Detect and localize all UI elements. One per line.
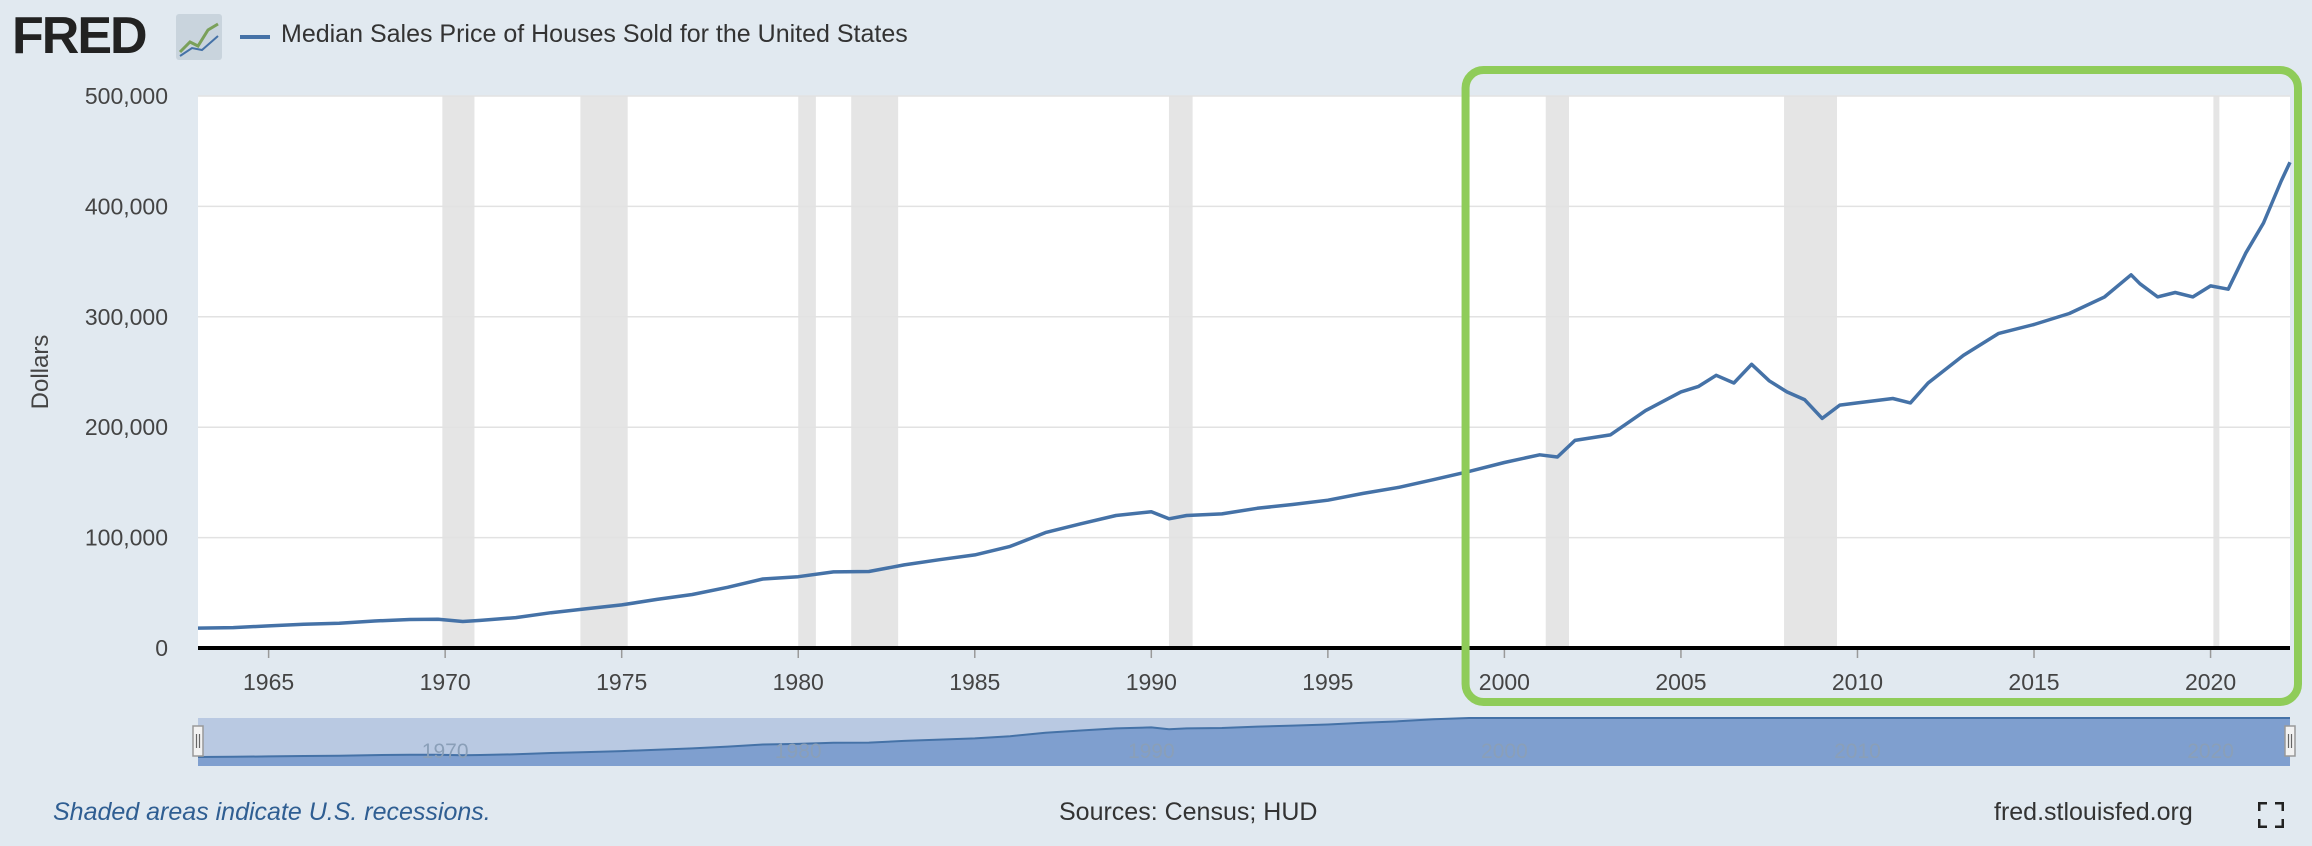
x-tick-label: 1965 [243, 669, 294, 695]
gridlines [198, 95, 2290, 539]
fred-logo[interactable]: FRED [12, 7, 148, 65]
x-tick-label: 2005 [1655, 669, 1706, 695]
recession-band-2 [798, 96, 816, 648]
recession-band-7 [2213, 96, 2220, 648]
sources-text: Sources: Census; HUD [1059, 798, 1318, 826]
x-tick-label: 1995 [1302, 669, 1353, 695]
x-tick-label: 2020 [2185, 669, 2236, 695]
recession-band-1 [580, 96, 628, 648]
plot-background [198, 96, 2290, 648]
fullscreen-icon[interactable] [2257, 801, 2285, 829]
navigator-tick-label: 2010 [1834, 740, 1881, 763]
navigator-tick-label: 1980 [775, 740, 822, 763]
legend-swatch [240, 35, 270, 39]
y-tick-label: 200,000 [85, 414, 168, 440]
recession-note: Shaded areas indicate U.S. recessions. [53, 798, 491, 826]
y-axis-ticks: 0 100,000 200,000 300,000 400,000 500,000 [85, 83, 168, 661]
y-tick-label: 0 [155, 635, 168, 661]
x-tick-label: 2015 [2008, 669, 2059, 695]
recession-band-3 [851, 96, 899, 648]
y-axis-label: Dollars [27, 335, 54, 410]
series-layer [197, 161, 2292, 630]
x-tick-label: 2000 [1479, 669, 1530, 695]
y-tick-label: 100,000 [85, 525, 168, 551]
x-tick-label: 1970 [420, 669, 471, 695]
site-link[interactable]: fred.stlouisfed.org [1994, 798, 2193, 826]
x-tick-label: 2010 [1832, 669, 1883, 695]
navigator-handle-left[interactable] [192, 725, 204, 757]
x-tick-label: 1975 [596, 669, 647, 695]
recession-band-4 [1168, 96, 1193, 648]
y-tick-label: 300,000 [85, 304, 168, 330]
y-tick-label: 500,000 [85, 83, 168, 109]
x-tick-label: 1985 [949, 669, 1000, 695]
series-line[interactable] [197, 161, 2292, 630]
recession-band-5 [1545, 96, 1570, 648]
x-tick-label: 1980 [773, 669, 824, 695]
navigator-handle-right[interactable] [2284, 725, 2296, 757]
x-axis-ticks: 1965 1970 1975 1980 1985 1990 1995 2000 2005 2010… [243, 648, 2236, 695]
recession-band-0 [442, 96, 475, 648]
navigator-tick-label: 2000 [1481, 740, 1528, 763]
highlight-box-layer [1461, 66, 2303, 706]
navigator-tick-label: 1990 [1128, 740, 1175, 763]
navigator-line [197, 717, 2290, 758]
legend-series-label[interactable]: Median Sales Price of Houses Sold for th… [281, 20, 908, 48]
chart-header: FRED Median Sales Price of Houses Sold f… [0, 0, 2312, 80]
navigator-tick-label: 1970 [422, 740, 469, 763]
highlight-box [1461, 66, 2303, 706]
recession-shading [442, 96, 2220, 648]
navigator-area [198, 718, 2290, 766]
range-navigator[interactable]: 1970 1980 1990 2000 2010 2020 [192, 717, 2296, 766]
x-tick-label: 1990 [1126, 669, 1177, 695]
y-tick-label: 400,000 [85, 193, 168, 219]
fred-logo-graph-icon [176, 14, 222, 60]
recession-band-6 [1784, 96, 1837, 648]
navigator-tick-label: 2020 [2187, 740, 2234, 763]
